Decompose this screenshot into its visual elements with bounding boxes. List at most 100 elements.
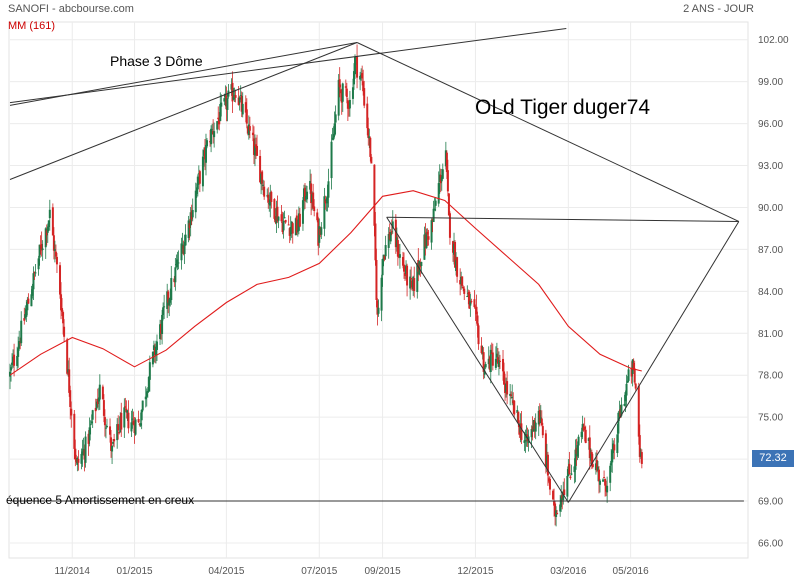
candle-body [332, 133, 335, 140]
candle-body [240, 95, 243, 112]
candle-body [548, 478, 551, 490]
x-tick-label: 11/2014 [55, 566, 91, 577]
candle-body [163, 306, 166, 308]
candle-body [484, 364, 487, 368]
candle-body [405, 265, 408, 274]
candle-body [552, 490, 555, 500]
candle-body [281, 222, 284, 232]
candle-body [338, 79, 341, 88]
last-price-badge: 72.32 [752, 450, 794, 467]
candle-body [639, 452, 642, 457]
candle-body [183, 242, 186, 255]
candle-body [104, 427, 107, 429]
candle-body [380, 277, 383, 311]
candle-body [161, 314, 164, 334]
candle-body [134, 419, 137, 435]
candle-body [426, 231, 429, 235]
candle-body [312, 192, 315, 209]
candle-body [425, 232, 428, 249]
candle-body [96, 398, 99, 404]
candle-body [80, 453, 83, 464]
candle-body [594, 463, 597, 471]
candle-body [576, 445, 579, 457]
candle-body [397, 255, 400, 258]
candle-body [204, 144, 207, 163]
candle-body [11, 362, 14, 365]
candle-body [331, 137, 334, 140]
candle-body [303, 187, 306, 201]
candle-body [617, 412, 620, 434]
candle-body [198, 171, 201, 184]
candle-body [233, 95, 236, 97]
candle-body [411, 280, 414, 288]
candle-body [466, 296, 469, 298]
candle-body [327, 181, 330, 198]
candle-body [423, 234, 426, 260]
annotation-sequence: équence 5 Amortissement en creux [6, 493, 195, 507]
candle-body [324, 199, 327, 204]
candle-body [569, 476, 572, 479]
candle-body [510, 394, 513, 396]
candle-body [44, 228, 47, 248]
candle-body [441, 169, 444, 179]
candle-body [444, 150, 447, 167]
candle-body [567, 466, 570, 477]
candle-body [241, 103, 244, 115]
candle-body [295, 215, 298, 233]
candle-body [630, 368, 633, 377]
candle-body [138, 423, 141, 425]
candle-body [498, 360, 501, 362]
candle-body [582, 426, 585, 431]
candle-body [612, 443, 615, 454]
candle-body [76, 457, 79, 466]
candle-body [118, 432, 121, 434]
candle-body [266, 195, 269, 197]
candle-body [54, 251, 57, 257]
candle-body [591, 464, 594, 467]
moving-average-line [9, 190, 642, 376]
candle-body [363, 88, 366, 106]
y-tick-label: 78.00 [758, 371, 783, 382]
candle-body [497, 360, 500, 367]
y-tick-label: 102.00 [758, 35, 789, 46]
candle-body [188, 223, 191, 229]
candle-body [91, 410, 94, 420]
candle-body [606, 485, 609, 493]
candle-body [419, 263, 422, 268]
candle-body [289, 226, 292, 235]
candle-body [533, 421, 536, 430]
chart-title: SANOFI - abcbourse.com [8, 3, 134, 15]
candle-body [263, 186, 266, 197]
trendline [9, 28, 567, 104]
candle-body [520, 423, 523, 440]
candle-body [347, 107, 350, 109]
candle-body [323, 196, 326, 229]
candle-body [23, 318, 26, 321]
candle-body [559, 504, 562, 512]
candle-body [631, 359, 634, 374]
candle-body [89, 424, 92, 426]
candle-body [210, 128, 213, 145]
candle-body [144, 396, 147, 400]
candle-body [17, 348, 20, 357]
candle-body [398, 254, 401, 258]
candle-body [575, 447, 578, 454]
candle-body [541, 426, 544, 436]
candle-body [46, 226, 49, 233]
candle-body [225, 95, 228, 110]
candle-body [160, 323, 163, 334]
candle-body [580, 431, 583, 438]
candle-body [602, 479, 605, 482]
candle-body [382, 254, 385, 260]
candle-body [111, 445, 114, 452]
candle-body [82, 448, 85, 453]
candle-body [624, 392, 627, 402]
candle-body [455, 260, 458, 272]
candle-body [330, 141, 333, 179]
candle-body [119, 416, 122, 433]
candle-body [469, 300, 472, 306]
candle-body [596, 466, 599, 471]
candle-body [568, 463, 571, 475]
candle-body [247, 124, 250, 136]
candle-body [483, 370, 486, 375]
